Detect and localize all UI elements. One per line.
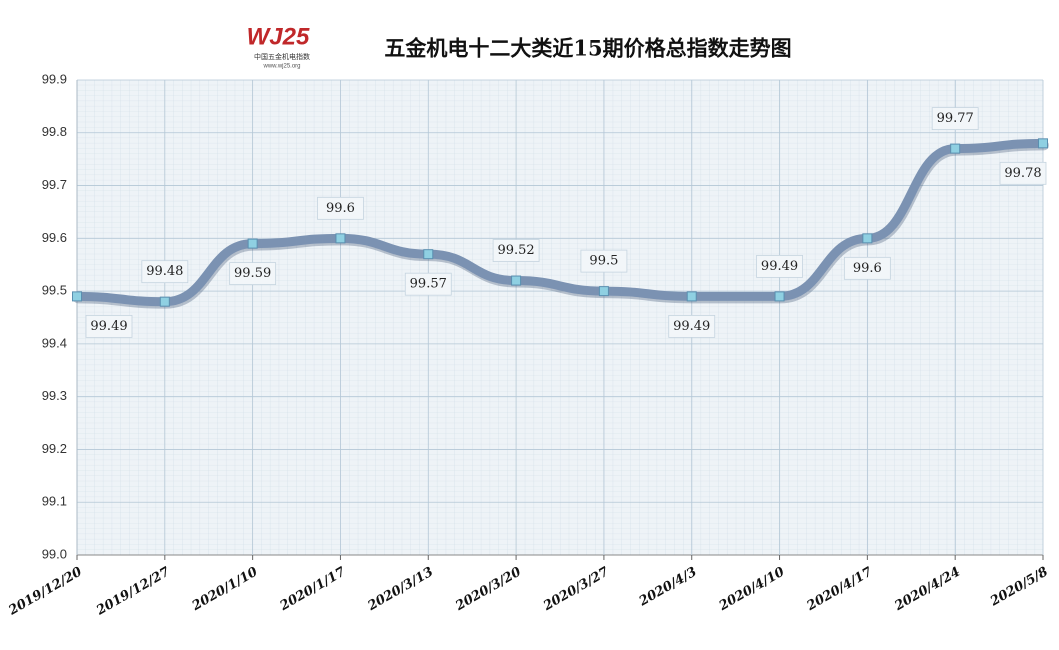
data-label-box — [85, 314, 133, 338]
logo-mark: WJ25 — [247, 23, 310, 50]
y-tick-label: 99.2 — [42, 441, 67, 456]
data-label: 99.6 — [326, 201, 355, 216]
point — [598, 286, 609, 297]
data-label-box — [999, 161, 1047, 185]
point — [862, 233, 873, 244]
y-tick-label: 99.4 — [42, 335, 67, 350]
point — [335, 233, 346, 244]
data-label: 99.49 — [761, 259, 798, 274]
data-label: 99.5 — [589, 254, 618, 269]
data-label-box — [492, 239, 540, 262]
chart-title: 五金机电十二大类近15期价格总指数走势图 — [384, 36, 791, 61]
y-tick-label: 99.1 — [42, 494, 67, 509]
series-line — [72, 138, 1048, 307]
logo: WJ25 中国五金机电指数 www.wj25.org — [247, 23, 310, 69]
y-tick-label: 99.0 — [42, 546, 67, 561]
y-tick-label: 99.7 — [42, 177, 67, 192]
data-label-box — [580, 249, 628, 273]
x-tick-label: 2020/3/20 — [452, 565, 523, 615]
data-label: 99.57 — [410, 277, 447, 292]
y-tick-label: 99.9 — [42, 71, 67, 86]
x-tick-label: 2020/3/27 — [540, 565, 611, 615]
x-tick-label: 2020/5/8 — [987, 565, 1051, 610]
x-tick-label: 2020/1/10 — [189, 565, 260, 615]
point — [774, 291, 785, 302]
data-label-box — [229, 262, 277, 286]
data-label: 99.77 — [937, 111, 974, 126]
point — [423, 249, 434, 260]
logo-name: 中国五金机电指数 — [254, 52, 310, 61]
x-tick-label: 2019/12/20 — [5, 565, 84, 619]
point — [72, 291, 82, 302]
data-label-box — [404, 272, 452, 296]
x-tick-label: 2020/4/17 — [804, 565, 875, 615]
y-tick-label: 99.3 — [42, 388, 67, 403]
data-label-box — [141, 260, 189, 284]
point — [950, 143, 961, 154]
point — [511, 275, 522, 286]
data-label-box — [317, 196, 364, 220]
data-label-box — [931, 107, 979, 131]
point — [1038, 138, 1048, 149]
x-tick-label: 2020/4/10 — [716, 565, 787, 615]
x-tick-label: 2019/12/27 — [93, 565, 172, 619]
point — [247, 238, 258, 249]
data-label: 99.78 — [1004, 166, 1041, 181]
data-label: 99.52 — [497, 243, 534, 258]
x-tick-label: 2020/1/17 — [277, 565, 348, 615]
point — [686, 291, 697, 302]
data-label: 99.49 — [90, 319, 127, 334]
x-tick-label: 2020/4/24 — [891, 565, 962, 615]
x-tick-label: 2020/4/3 — [636, 565, 700, 610]
data-label-box — [843, 256, 891, 280]
y-tick-label: 99.6 — [42, 230, 67, 245]
data-label: 99.6 — [853, 261, 882, 276]
y-tick-label: 99.8 — [42, 124, 67, 139]
data-label: 99.59 — [234, 266, 271, 281]
logo-url: www.wj25.org — [262, 64, 300, 70]
x-tick-label: 2020/3/13 — [365, 565, 436, 615]
data-label-box — [756, 254, 803, 278]
point — [159, 296, 170, 307]
data-label-box — [668, 314, 716, 338]
data-label: 99.48 — [146, 264, 183, 279]
minor-grid — [77, 80, 1043, 555]
y-tick-label: 99.5 — [42, 283, 67, 298]
data-label: 99.49 — [673, 319, 710, 334]
